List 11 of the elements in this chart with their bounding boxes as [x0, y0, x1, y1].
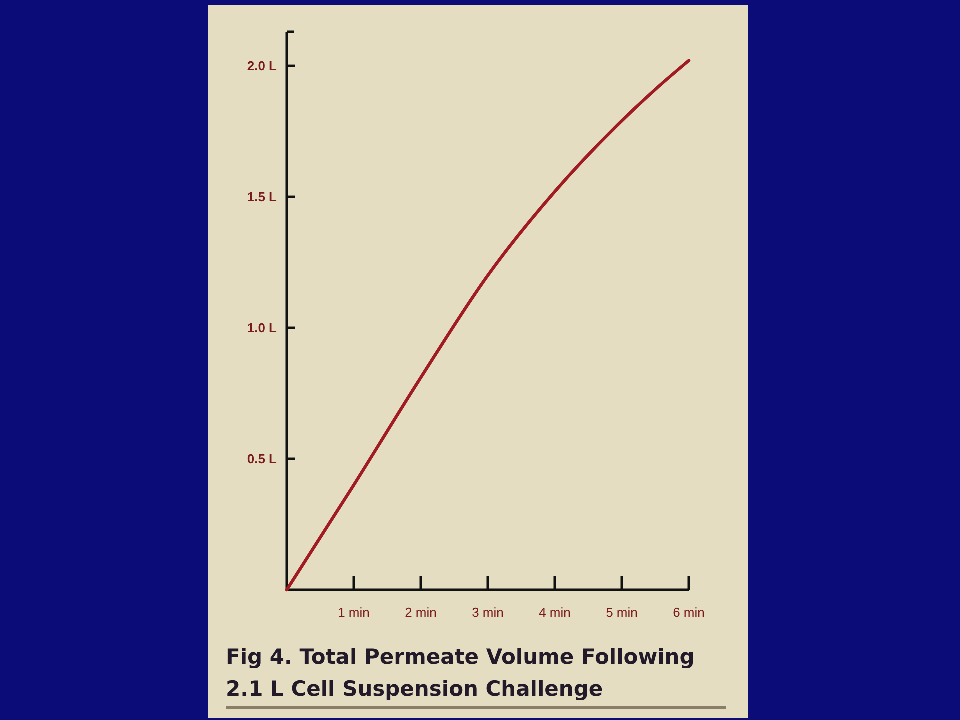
x-tick-label: 2 min: [405, 605, 437, 620]
y-tick-label: 2.0 L: [247, 58, 278, 74]
x-tick-label: 4 min: [539, 605, 571, 620]
y-tick-label: 1.5 L: [247, 190, 278, 205]
x-tick-label: 6 min: [673, 605, 705, 620]
y-tick-label: 0.5 L: [247, 452, 278, 467]
x-tick-label: 1 min: [338, 605, 370, 620]
x-tick-label: 3 min: [472, 605, 504, 620]
y-tick-label: 1.0 L: [247, 320, 278, 336]
text: Fig 4. Total Permeate Volume Following 2.1 L Cell Suspension Challenge: [226, 645, 695, 701]
x-tick-label: 5 min: [606, 605, 638, 620]
